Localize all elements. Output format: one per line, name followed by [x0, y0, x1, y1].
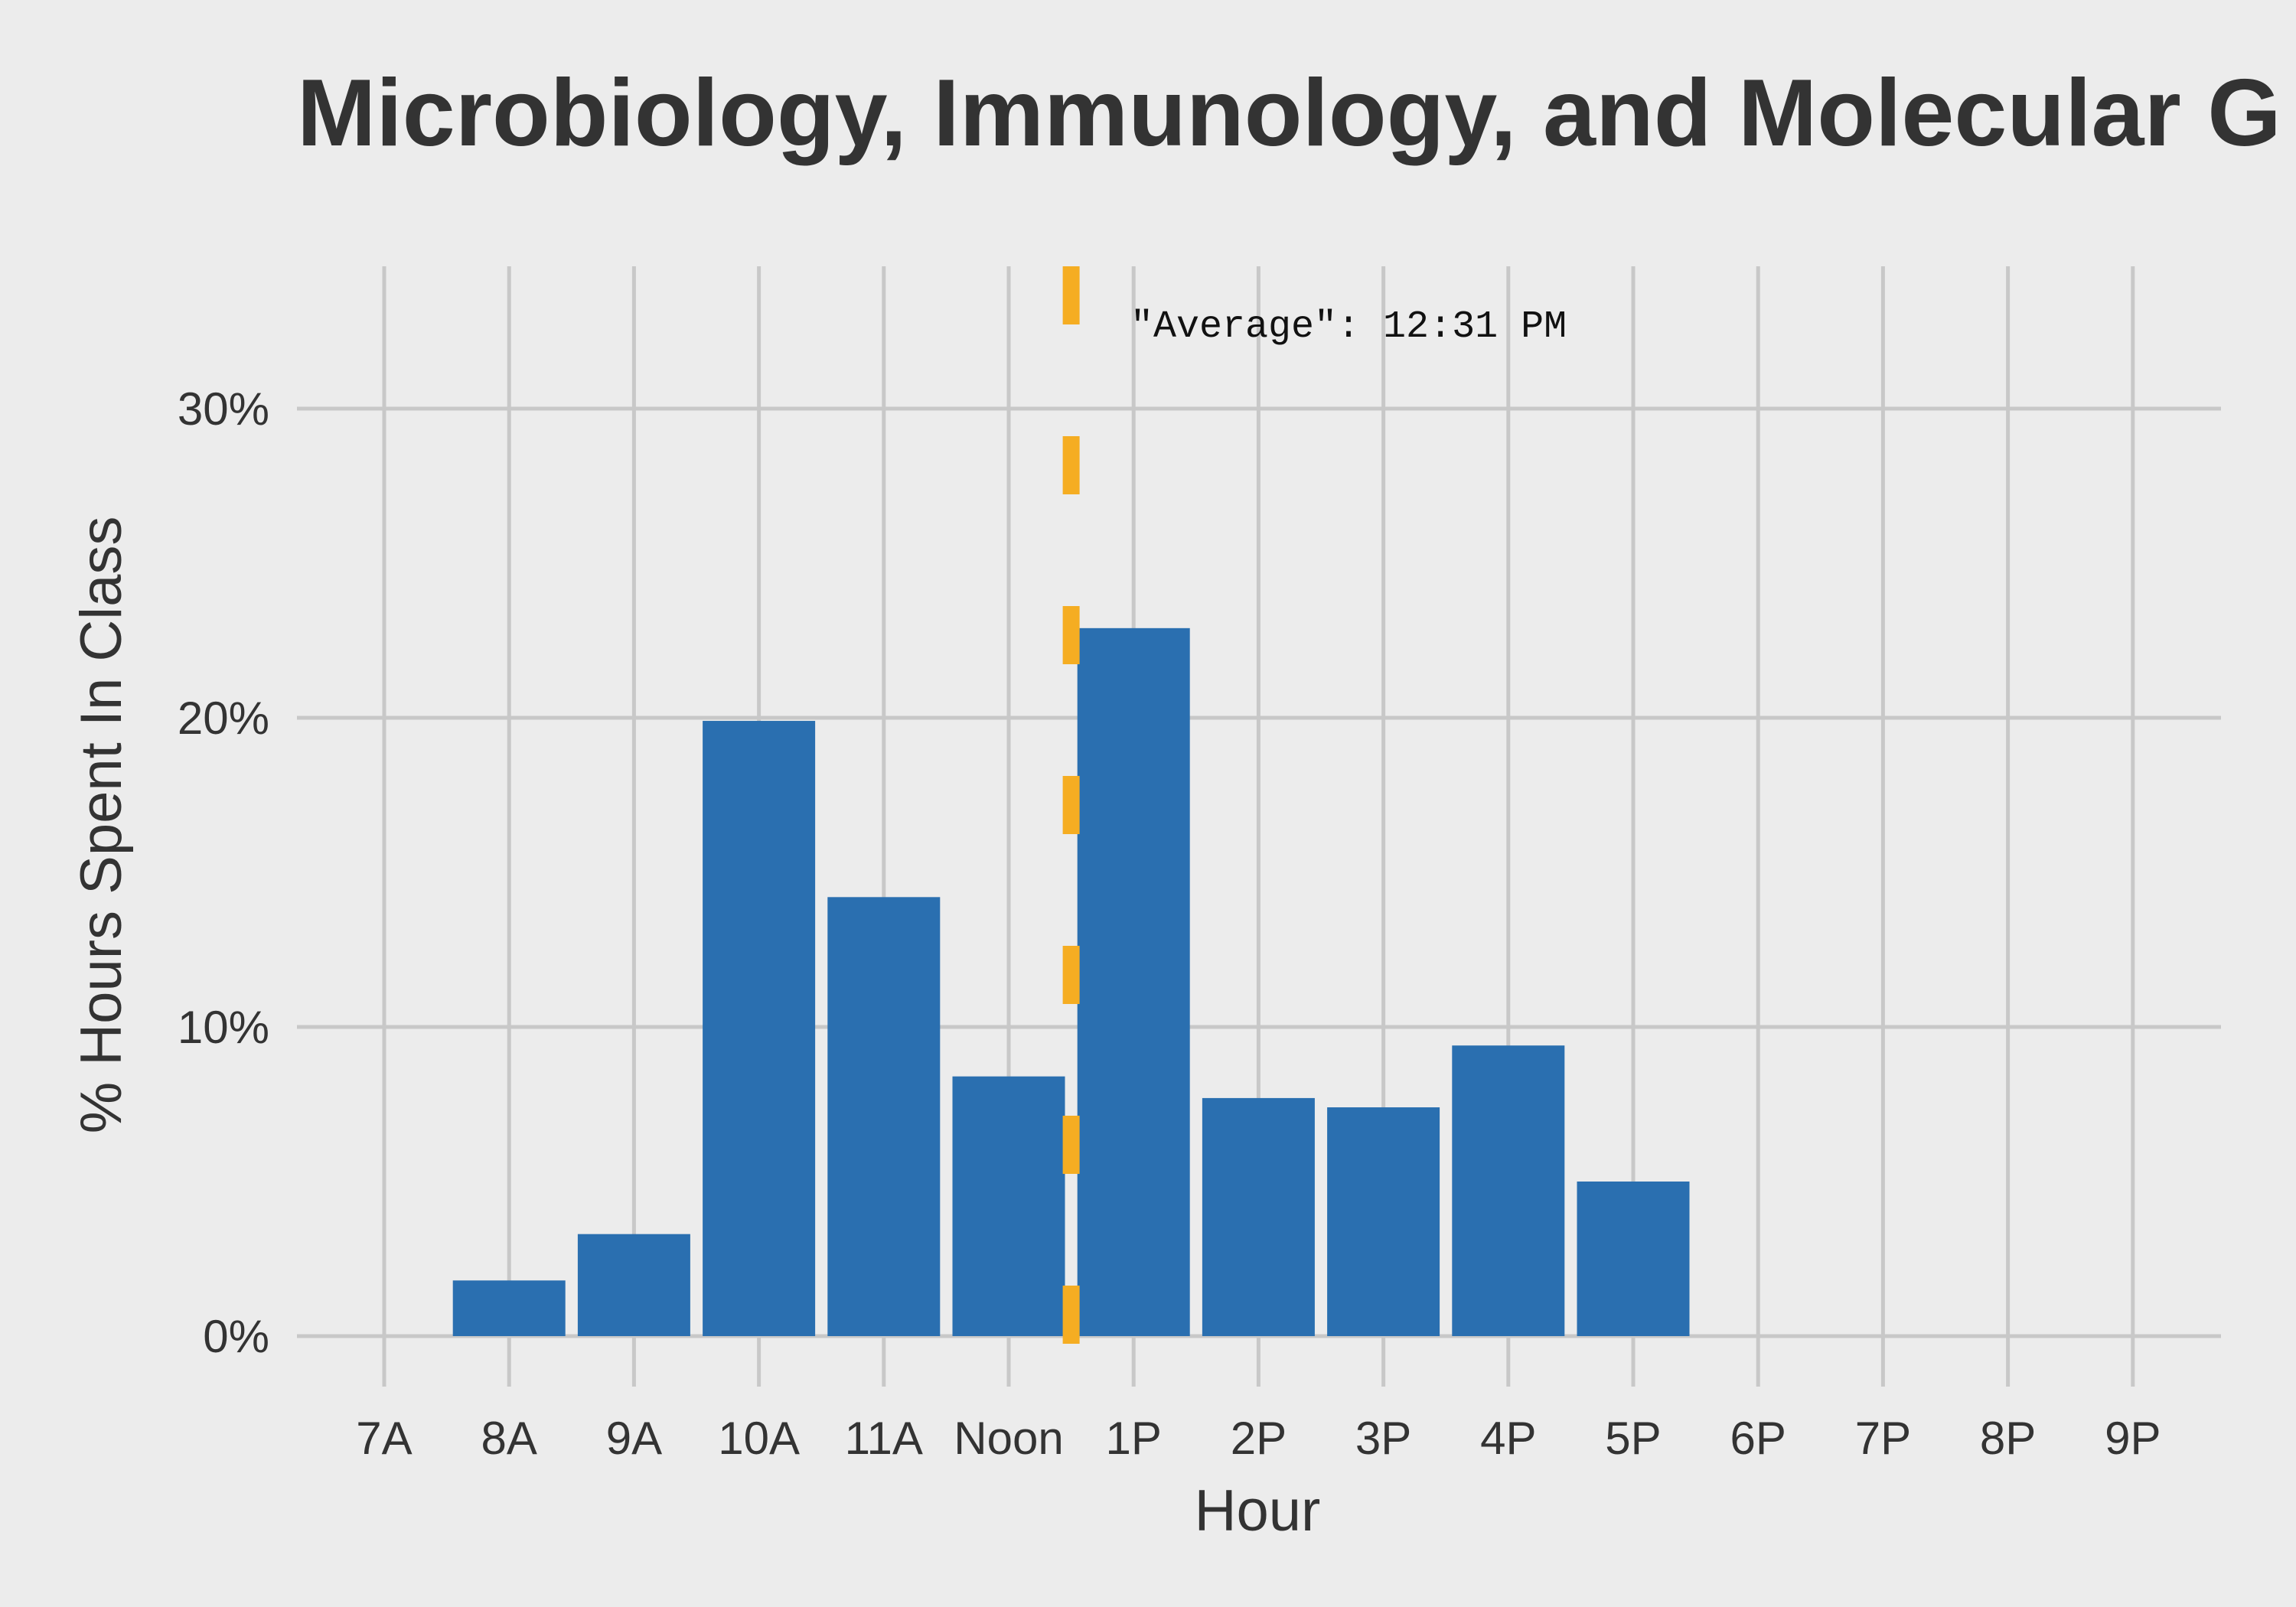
- bar-4p: [1452, 1045, 1565, 1336]
- bars: [452, 627, 1690, 1336]
- average-annotation: "Average": 12:31 PM: [1130, 305, 1567, 349]
- bar-11a: [827, 897, 941, 1336]
- x-tick-label: 10A: [718, 1413, 800, 1464]
- x-tick-label: 3P: [1355, 1413, 1411, 1464]
- chart-title: Microbiology, Immunology, and Molecular …: [297, 60, 2281, 166]
- y-tick-label: 0%: [203, 1311, 269, 1362]
- bar-8a: [452, 1280, 566, 1336]
- x-tick-label: 5P: [1605, 1413, 1661, 1464]
- bar-10a: [703, 721, 816, 1336]
- x-axis-tick-labels: 7A 8A 9A 10A 11A Noon 1P 2P 3P 4P 5P 6P 7P 8P 9P: [356, 1413, 2161, 1464]
- x-tick-label: Noon: [954, 1413, 1063, 1464]
- x-tick-label: 8P: [1980, 1413, 2036, 1464]
- x-axis-label: Hour: [1195, 1478, 1321, 1543]
- bar-9a: [577, 1234, 690, 1336]
- bar-2p: [1202, 1097, 1315, 1336]
- y-tick-label: 30%: [178, 383, 269, 435]
- y-axis-tick-labels: 0% 10% 20% 30%: [178, 383, 269, 1362]
- x-tick-label: 7A: [356, 1413, 412, 1464]
- bar-3p: [1327, 1107, 1440, 1336]
- x-tick-label: 11A: [845, 1413, 923, 1464]
- x-tick-label: 9A: [606, 1413, 662, 1464]
- bar-noon: [952, 1076, 1065, 1336]
- y-axis-label: % Hours Spent In Class: [69, 517, 134, 1134]
- x-tick-label: 6P: [1730, 1413, 1786, 1464]
- x-tick-label: 4P: [1480, 1413, 1536, 1464]
- x-tick-label: 7P: [1855, 1413, 1911, 1464]
- bar-1p: [1077, 627, 1190, 1336]
- y-tick-label: 10%: [178, 1002, 269, 1053]
- x-tick-label: 8A: [481, 1413, 537, 1464]
- bar-5p: [1577, 1182, 1690, 1336]
- y-tick-label: 20%: [178, 693, 269, 744]
- x-tick-label: 1P: [1106, 1413, 1162, 1464]
- x-tick-label: 2P: [1231, 1413, 1287, 1464]
- x-tick-label: 9P: [2105, 1413, 2161, 1464]
